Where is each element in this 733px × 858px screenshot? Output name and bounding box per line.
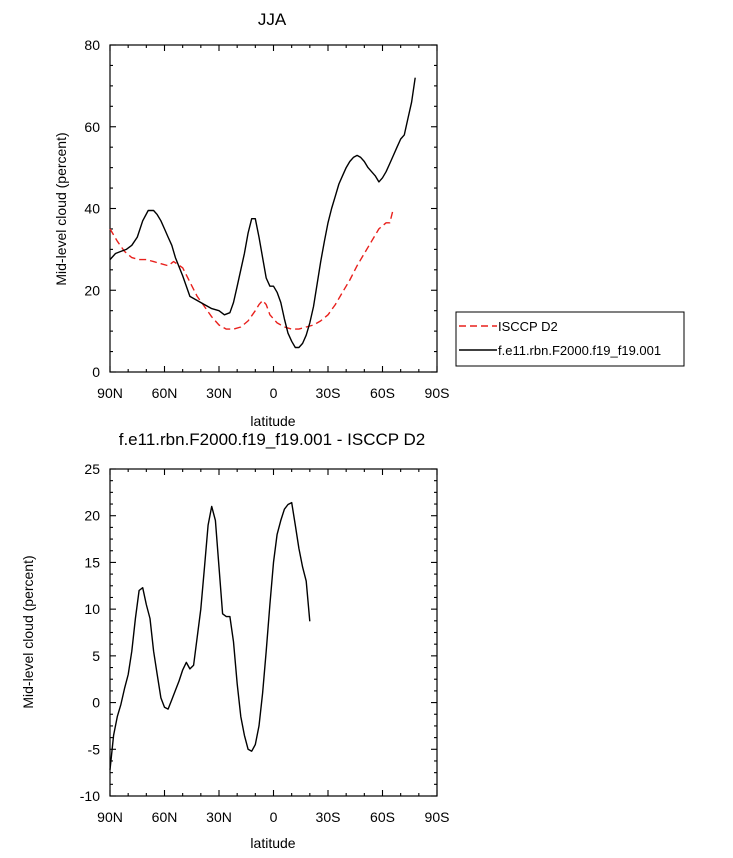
series-line-difference — [109, 501, 311, 770]
x-tick-label: 60S — [370, 809, 395, 825]
bottom-chart-title: f.e11.rbn.F2000.f19_f19.001 - ISCCP D2 — [119, 430, 426, 449]
bottom-x-axis-label: latitude — [250, 835, 295, 851]
y-tick-label: 0 — [92, 695, 100, 711]
x-tick-label: 0 — [270, 809, 278, 825]
y-tick-label: 80 — [84, 37, 100, 53]
bottom-y-axis-label: Mid-level cloud (percent) — [20, 555, 36, 708]
legend-label-isccp: ISCCP D2 — [498, 319, 558, 334]
x-tick-label: 60N — [152, 385, 178, 401]
x-tick-label: 0 — [270, 385, 278, 401]
y-tick-label: 15 — [84, 554, 100, 570]
bottom-plot-frame — [109, 468, 438, 797]
x-tick-label: 60N — [152, 809, 178, 825]
top-x-axis-label: latitude — [250, 413, 295, 429]
legend-label-model: f.e11.rbn.F2000.f19_f19.001 — [498, 343, 661, 358]
series-line-isccp — [109, 208, 395, 330]
y-tick-label: 5 — [92, 648, 100, 664]
top-chart-title: JJA — [258, 10, 287, 29]
top-plot-frame — [109, 44, 438, 373]
x-tick-label: 90S — [425, 809, 450, 825]
series-line-model — [109, 77, 416, 349]
x-tick-label: 60S — [370, 385, 395, 401]
y-tick-label: -10 — [80, 788, 100, 804]
y-tick-label: 20 — [84, 508, 100, 524]
x-tick-label: 30N — [206, 385, 232, 401]
x-tick-label: 30S — [316, 385, 341, 401]
y-tick-label: 60 — [84, 119, 100, 135]
x-tick-label: 30N — [206, 809, 232, 825]
top-chart-panel: JJA 0 20 40 60 80 90N 60N 30N 0 30S 60S 90S latitu… — [53, 10, 685, 429]
top-chart-legend: ISCCP D2 f.e11.rbn.F2000.f19_f19.001 — [455, 311, 685, 367]
y-tick-label: 40 — [84, 201, 100, 217]
x-tick-label: 90N — [97, 809, 123, 825]
y-tick-label: 0 — [92, 364, 100, 380]
y-tick-label: 20 — [84, 282, 100, 298]
x-tick-label: 30S — [316, 809, 341, 825]
y-tick-label: 10 — [84, 601, 100, 617]
y-tick-label: -5 — [88, 741, 101, 757]
legend-box — [455, 311, 685, 367]
x-tick-label: 90S — [425, 385, 450, 401]
y-tick-label: 25 — [84, 461, 100, 477]
x-tick-label: 90N — [97, 385, 123, 401]
top-y-axis-label: Mid-level cloud (percent) — [53, 132, 69, 285]
bottom-chart-panel: f.e11.rbn.F2000.f19_f19.001 - ISCCP D2 -… — [20, 430, 449, 851]
